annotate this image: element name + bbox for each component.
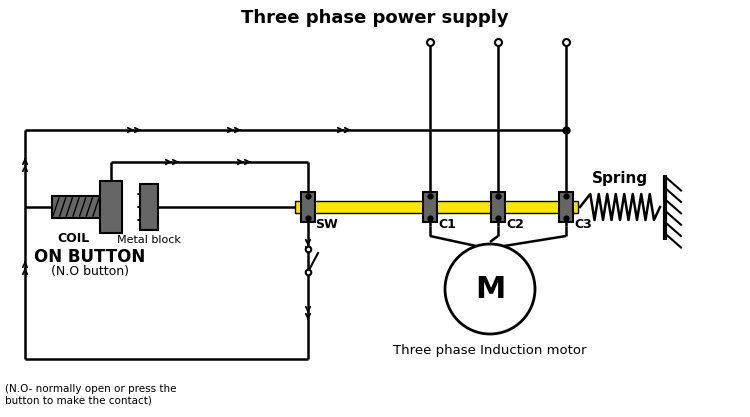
Bar [423, 192, 437, 222]
Text: SW: SW [315, 218, 338, 231]
Text: C1: C1 [438, 218, 456, 231]
Text: Three phase Induction motor: Three phase Induction motor [393, 344, 586, 357]
Text: Three phase power supply: Three phase power supply [242, 9, 509, 27]
Text: Metal block: Metal block [117, 235, 181, 245]
Text: C2: C2 [506, 218, 524, 231]
Bar [52, 196, 100, 218]
Text: (N.O button): (N.O button) [51, 266, 129, 279]
Bar [100, 181, 122, 233]
Text: (N.O- normally open or press the
button to make the contact): (N.O- normally open or press the button … [5, 384, 176, 406]
Bar [295, 201, 578, 213]
Bar [140, 184, 158, 230]
Circle shape [445, 244, 535, 334]
Bar [301, 192, 315, 222]
Text: ON BUTTON: ON BUTTON [34, 248, 146, 266]
Text: M: M [475, 274, 506, 304]
Bar [491, 192, 505, 222]
Text: C3: C3 [574, 218, 592, 231]
Text: COIL: COIL [57, 232, 89, 245]
Text: Spring: Spring [592, 171, 648, 186]
Bar [559, 192, 573, 222]
